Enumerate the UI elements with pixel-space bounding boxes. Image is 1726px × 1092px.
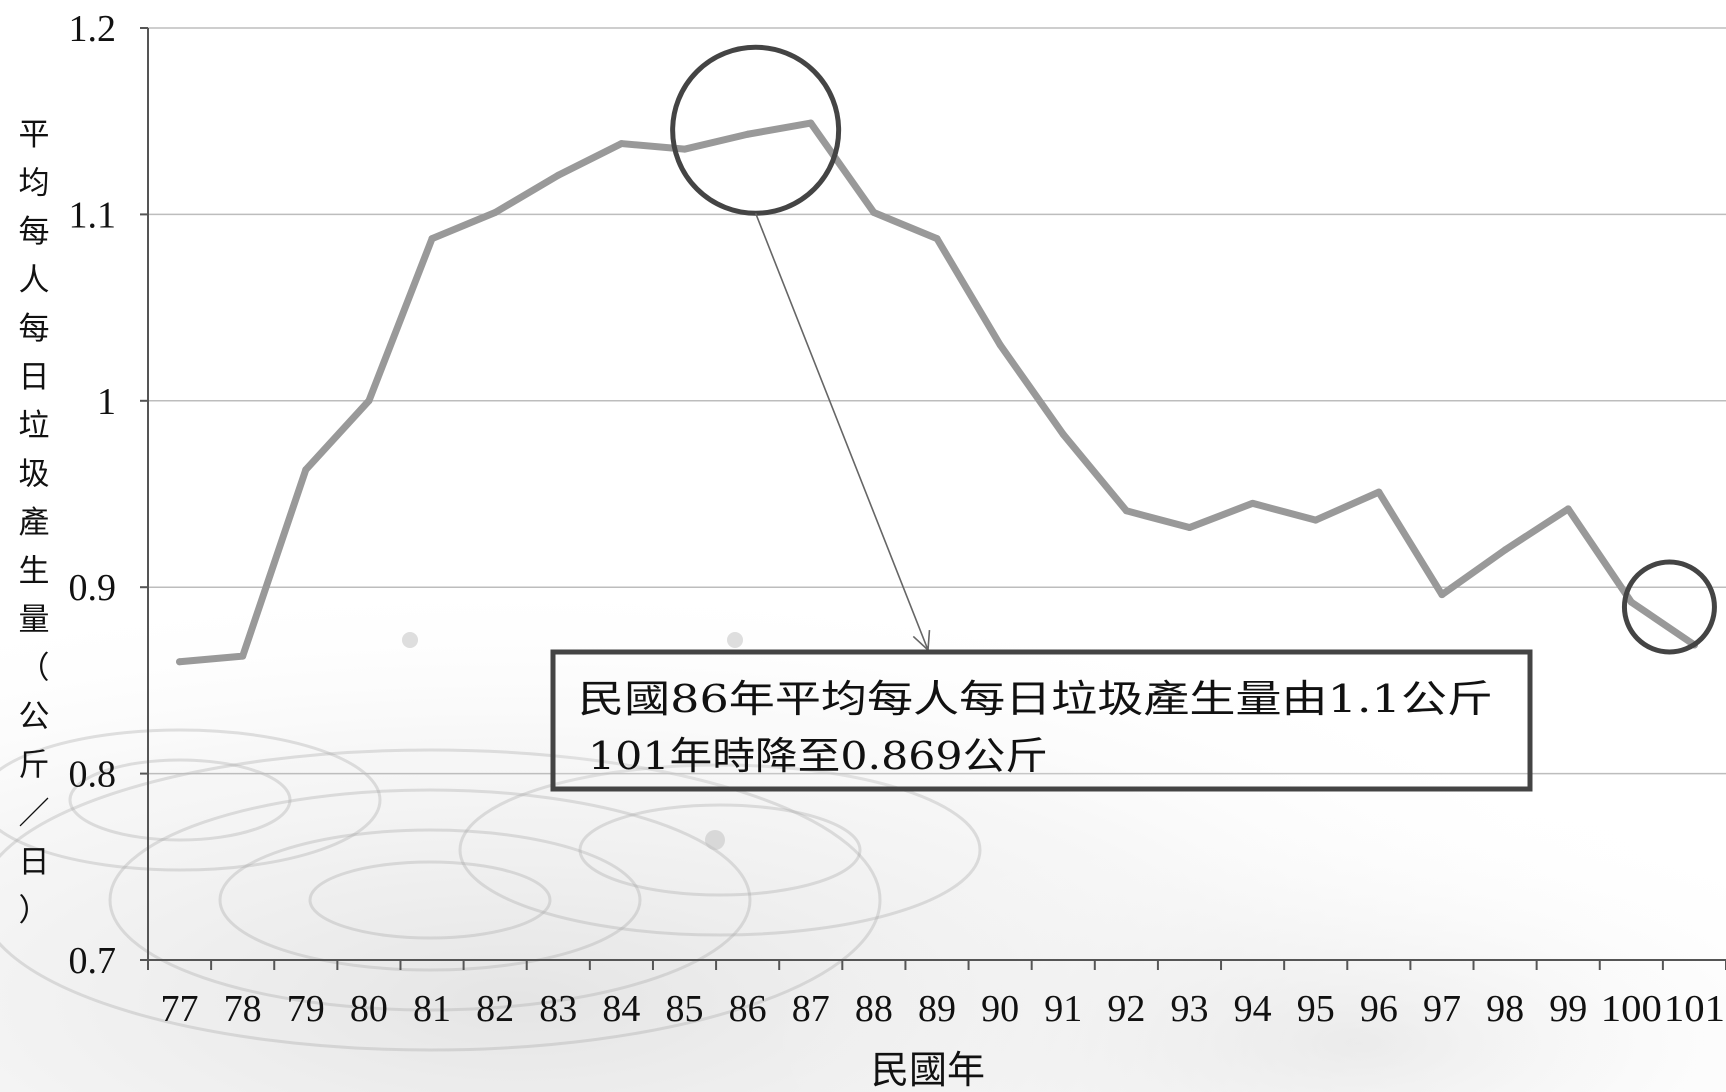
x-tick-label: 96 <box>1360 988 1398 1030</box>
data-point <box>807 119 815 127</box>
y-axis-title-glyph: 人 <box>19 263 50 299</box>
gridlines <box>148 27 1726 775</box>
x-tick-label: 99 <box>1549 988 1587 1030</box>
x-tick-label: 78 <box>224 988 262 1030</box>
x-tick-label: 83 <box>539 988 577 1030</box>
x-tick-label: 91 <box>1044 988 1082 1030</box>
data-point <box>239 652 247 660</box>
y-axis-title-glyph: 每 <box>19 311 50 347</box>
x-tick-label: 92 <box>1107 988 1145 1030</box>
data-points <box>176 119 1698 666</box>
y-tick-label: 1.2 <box>69 8 117 50</box>
y-axis-title-glyph: 日 <box>19 845 50 881</box>
y-axis-title: 平均每人每日垃圾產生量（公斤／日） <box>19 117 50 929</box>
data-point <box>1059 430 1067 438</box>
x-tick-label: 98 <box>1486 988 1524 1030</box>
data-point <box>996 341 1004 349</box>
x-tick-label: 101 <box>1664 988 1725 1030</box>
x-tick-label: 88 <box>855 988 893 1030</box>
x-tick-label: 84 <box>602 988 640 1030</box>
y-axis-title-glyph: ） <box>19 893 50 929</box>
x-tick-label: 82 <box>476 988 514 1030</box>
x-tick-label: 100 <box>1601 988 1662 1030</box>
y-axis-title-glyph: 斤 <box>19 748 50 784</box>
x-tick-label: 89 <box>918 988 956 1030</box>
y-axis-title-glyph: （ <box>19 651 50 687</box>
x-tick-label: 95 <box>1297 988 1335 1030</box>
y-axis-title-glyph: 公 <box>19 699 50 735</box>
data-point <box>1375 488 1383 496</box>
x-tick-label: 77 <box>161 988 199 1030</box>
x-tick-label: 86 <box>729 988 767 1030</box>
data-point <box>176 658 184 666</box>
data-point <box>681 145 689 153</box>
data-point <box>1185 524 1193 532</box>
x-tick-label: 85 <box>666 988 704 1030</box>
highlight-circle-101 <box>1621 559 1717 655</box>
data-point <box>1249 499 1257 507</box>
data-point <box>1564 505 1572 513</box>
data-point <box>1501 546 1509 554</box>
y-axis-title-glyph: 平 <box>19 117 50 153</box>
y-axis-title-glyph: 每 <box>19 214 50 250</box>
y-axis-title-glyph: 生 <box>19 554 50 590</box>
y-axis-title-glyph: 垃 <box>19 408 50 444</box>
x-axis-title: 民國年 <box>871 1048 985 1092</box>
data-point <box>1627 598 1635 606</box>
y-axis-title-glyph: 量 <box>19 602 50 638</box>
y-tick-labels: 0.7 0.8 0.9 1 1.1 1.2 <box>69 8 117 982</box>
y-axis-title-glyph: 日 <box>19 360 50 396</box>
data-point <box>1312 516 1320 524</box>
x-tick-label: 87 <box>792 988 830 1030</box>
x-tick-label: 80 <box>350 988 388 1030</box>
x-tick-label: 94 <box>1234 988 1272 1030</box>
y-axis-title-glyph: 均 <box>19 166 50 202</box>
y-axis-title-glyph: 圾 <box>19 457 50 493</box>
y-axis-title-glyph: ／ <box>19 796 50 832</box>
annotation-text-line2: 101年時降至0.869公斤 <box>588 734 1048 778</box>
y-tick-label: 0.7 <box>69 940 117 982</box>
annotation-box <box>550 649 1533 792</box>
data-point <box>491 209 499 217</box>
data-point <box>365 397 373 405</box>
data-point <box>302 466 310 474</box>
data-point <box>933 235 941 243</box>
x-tick-label: 90 <box>981 988 1019 1030</box>
axes <box>140 27 1726 970</box>
data-point <box>1438 591 1446 599</box>
data-point <box>428 235 436 243</box>
annotation-arrow <box>754 212 931 652</box>
y-axis-title-glyph: 產 <box>19 505 50 541</box>
data-point <box>870 209 878 217</box>
y-tick-label: 1 <box>97 381 116 423</box>
x-tick-label: 97 <box>1423 988 1461 1030</box>
x-tick-label: 81 <box>413 988 451 1030</box>
y-tick-label: 0.9 <box>69 567 117 609</box>
y-tick-label: 0.8 <box>69 754 117 796</box>
series-line <box>176 119 1698 666</box>
x-tick-labels: 77 78 79 80 81 82 83 84 85 86 87 88 89 90 91 92 93 94 95 96… <box>161 988 1725 1030</box>
data-point <box>1122 507 1130 515</box>
data-point <box>744 130 752 138</box>
annotation-text-line1: 民國86年平均每人每日垃圾產生量由1.1公斤 <box>578 677 1493 721</box>
y-tick-label: 1.1 <box>69 194 117 236</box>
x-tick-label: 79 <box>287 988 325 1030</box>
data-point <box>554 171 562 179</box>
x-tick-label: 93 <box>1170 988 1208 1030</box>
data-point <box>617 140 625 148</box>
